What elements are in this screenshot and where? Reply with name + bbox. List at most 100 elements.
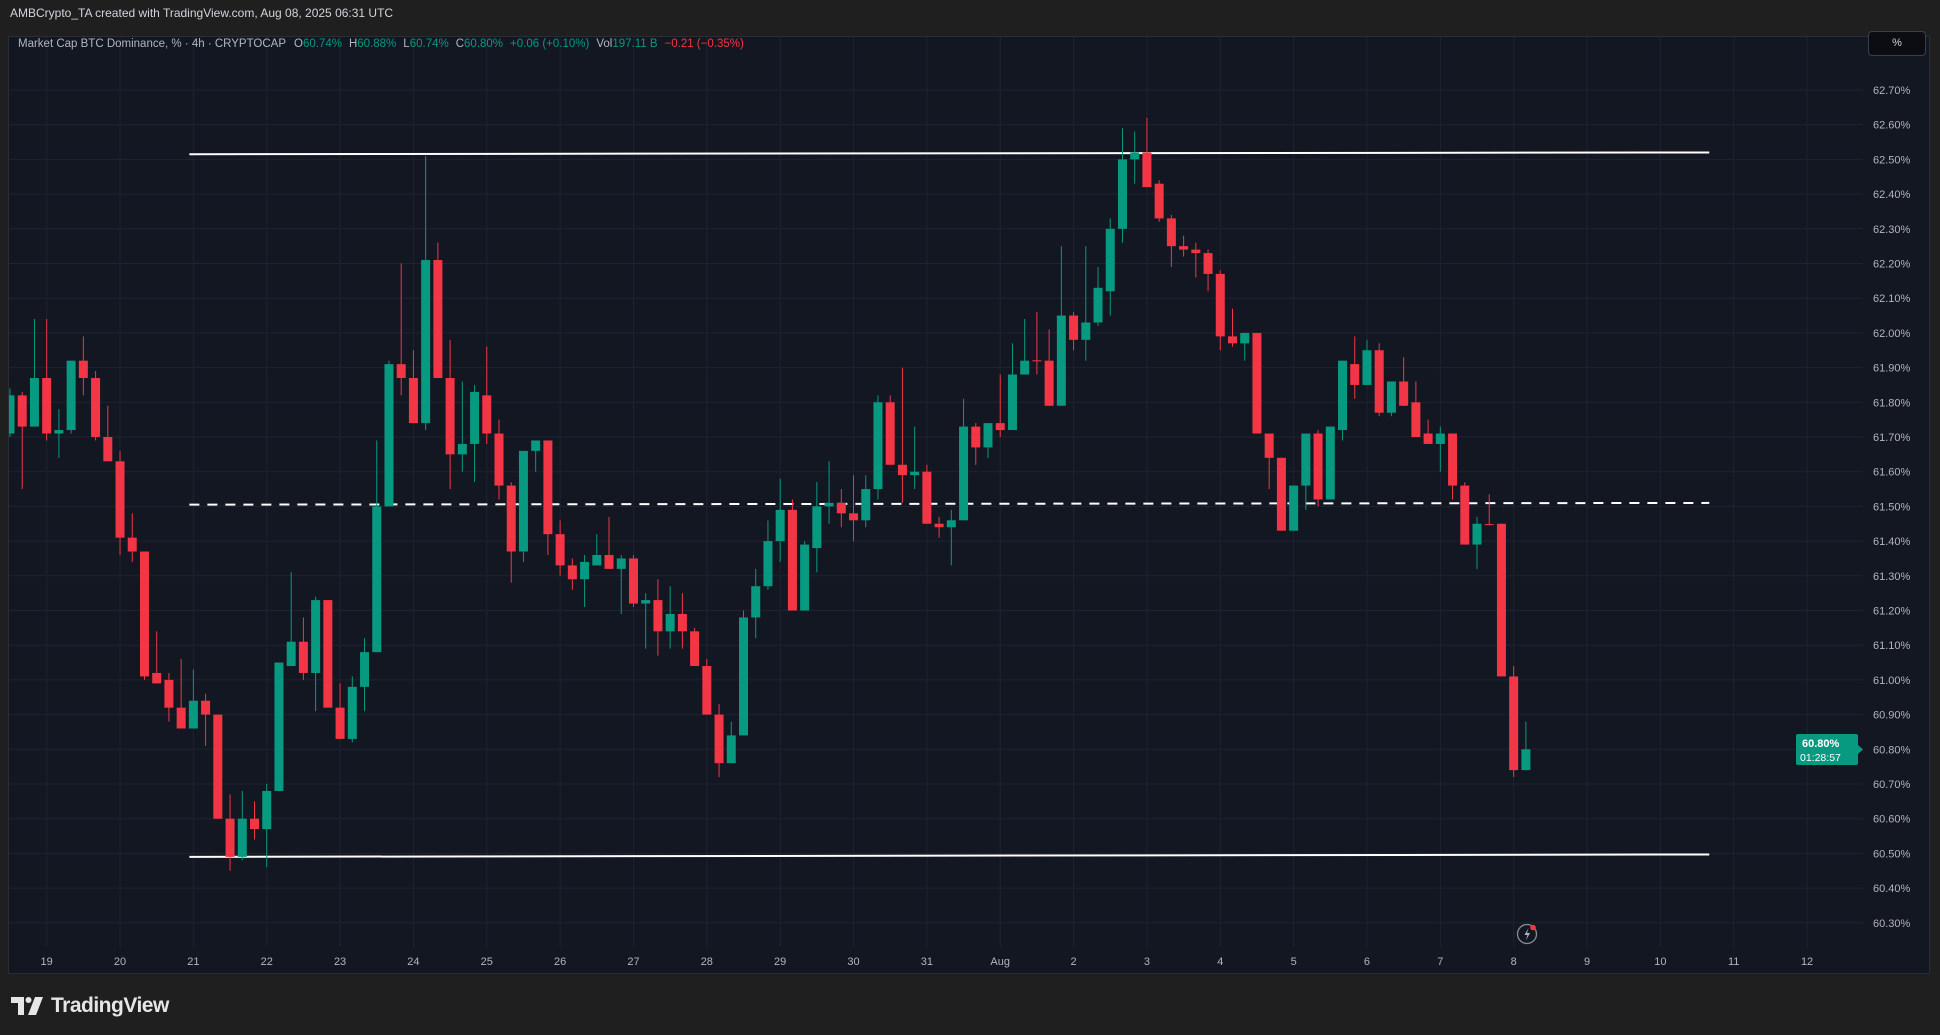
candle-body [42, 378, 52, 434]
price-tick-label: 60.80% [1873, 744, 1911, 756]
candle-body [787, 509, 797, 611]
time-tick-label: 24 [407, 956, 419, 968]
candle-body [1056, 315, 1066, 406]
time-tick-label: 5 [1291, 956, 1297, 968]
candle-up [1093, 266, 1103, 326]
candle-down [1484, 494, 1494, 526]
candle-down [298, 617, 308, 680]
price-tick-label: 62.00% [1873, 328, 1911, 340]
candle-up [1289, 485, 1299, 531]
time-tick-label: 2 [1071, 956, 1077, 968]
price-tick-label: 61.80% [1873, 397, 1911, 409]
candle-body [372, 506, 382, 653]
candle-body [824, 502, 834, 507]
low-value: 60.74% [409, 38, 449, 50]
candle-body [518, 450, 528, 552]
percent-scale-button[interactable]: % [1868, 31, 1926, 56]
candle-down [323, 600, 333, 708]
candle-up [824, 461, 834, 524]
price-tick-label: 60.30% [1873, 918, 1911, 930]
candle-up [983, 423, 993, 458]
symbol-title[interactable]: Market Cap BTC Dominance, % · 4h · CRYPT… [18, 38, 286, 50]
candle-body [1338, 360, 1348, 431]
candle-body [592, 554, 602, 566]
candle-up [1130, 131, 1140, 184]
candle-body [103, 437, 113, 462]
candle-down [922, 464, 932, 524]
candle-down [115, 450, 125, 555]
time-tick-label: 23 [334, 956, 346, 968]
price-tick-label: 62.10% [1873, 293, 1911, 305]
lightning-icon[interactable] [1516, 923, 1538, 945]
low-label: L [403, 38, 410, 50]
candle-body [225, 818, 235, 857]
candle-body [127, 537, 137, 552]
candle-down [543, 440, 553, 555]
time-axis[interactable]: 19 20 21 22 23 24 25 26 27 28 29 30 31 Aug 2 3 4 5 6 7 8 9 10 1… [41, 956, 1814, 968]
candle-up [1007, 343, 1017, 431]
time-tick-label: 10 [1654, 956, 1666, 968]
current-price-value: 60.80% [1802, 738, 1840, 750]
candle-down [1154, 180, 1164, 222]
candle-up [347, 676, 357, 743]
time-tick-label: 21 [187, 956, 199, 968]
candle-down [1399, 357, 1409, 406]
candle-body [1191, 249, 1201, 254]
candle-body [1484, 524, 1494, 526]
tradingview-logo[interactable]: TradingView [11, 994, 169, 1018]
candle-down [1215, 270, 1225, 351]
candle-body [286, 641, 296, 667]
close-label: C [455, 38, 465, 50]
time-tick-label: 25 [481, 956, 493, 968]
candle-down [1350, 336, 1360, 399]
horizontal-level-line[interactable] [189, 151, 1710, 156]
candle-up [1020, 319, 1030, 375]
price-tick-label: 61.00% [1873, 675, 1911, 687]
candle-body [311, 600, 321, 673]
horizontal-level-line[interactable] [189, 853, 1710, 858]
candle-up [470, 384, 480, 483]
price-axis[interactable]: 62.70% 62.60% 62.50% 62.40% 62.30% 62.20% 62.1… [1873, 85, 1911, 930]
candle-down [201, 693, 211, 746]
candle-body [323, 600, 333, 708]
candle-up [1105, 218, 1115, 316]
candle-down [250, 801, 259, 840]
price-tick-label: 62.40% [1873, 189, 1911, 201]
candle-body [1435, 433, 1445, 444]
candle-body [922, 471, 932, 524]
candle-down [1509, 666, 1519, 778]
dashed-level-line[interactable] [189, 501, 1710, 506]
candle-body [91, 378, 101, 437]
candle-body [494, 433, 504, 486]
high-label: H [348, 38, 358, 50]
candle-down [1448, 433, 1458, 500]
candle-body [775, 509, 785, 542]
candle-up [1325, 426, 1335, 500]
price-tick-label: 60.90% [1873, 710, 1911, 722]
candle-down [714, 704, 724, 778]
price-tick-label: 61.20% [1873, 606, 1911, 618]
candle-body [1240, 332, 1250, 344]
chart-panel[interactable] [8, 36, 1930, 974]
candle-body [910, 471, 920, 476]
candle-body [9, 395, 15, 434]
candle-up [580, 554, 590, 608]
candle-body [115, 461, 125, 538]
candle-body [1264, 433, 1274, 458]
candle-down [42, 319, 52, 441]
time-tick-label: 28 [701, 956, 713, 968]
price-tick-label: 62.70% [1873, 85, 1911, 97]
candle-body [849, 513, 859, 521]
candle-body [1472, 523, 1482, 545]
candle-body [1423, 433, 1433, 444]
plot-area[interactable] [6, 117, 1710, 871]
candle-body [17, 395, 27, 427]
candle-down [567, 558, 577, 590]
open-label: O [294, 38, 303, 50]
candle-body [959, 426, 969, 521]
candle-body [1203, 253, 1213, 274]
candle-body [726, 735, 736, 764]
candle-down [445, 339, 455, 490]
candle-up [1521, 721, 1531, 771]
